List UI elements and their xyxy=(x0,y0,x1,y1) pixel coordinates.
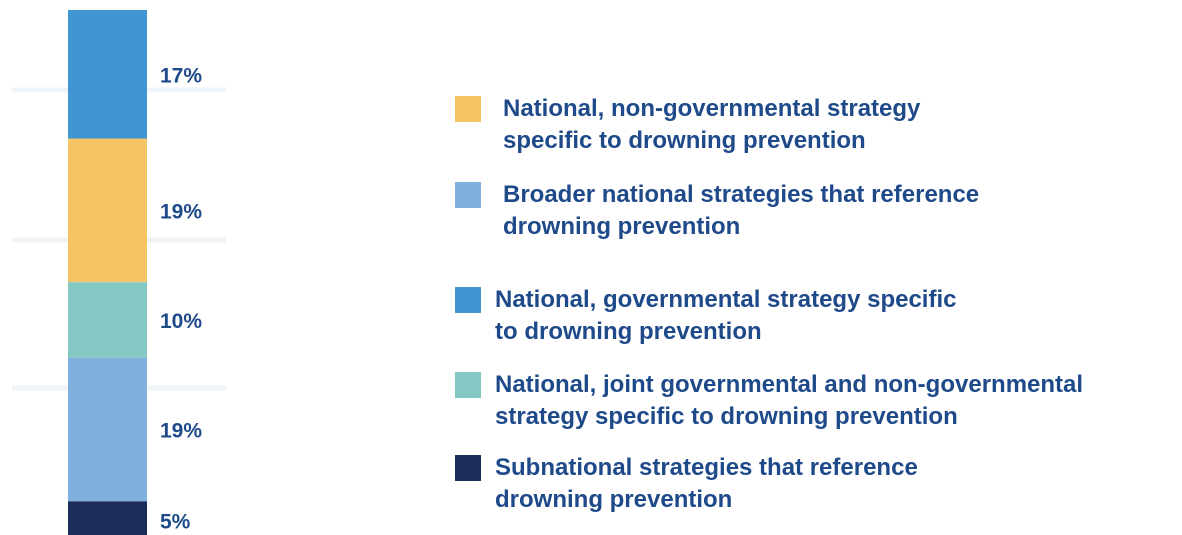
data-label: 19% xyxy=(160,420,202,443)
legend-item: National, governmental strategy specific… xyxy=(455,284,956,348)
data-label: 10% xyxy=(160,310,202,333)
legend-item: Subnational strategies that reference dr… xyxy=(455,452,918,516)
legend-label: National, joint governmental and non-gov… xyxy=(495,371,1084,430)
stacked-bar xyxy=(68,10,147,535)
legend-swatch xyxy=(455,182,481,208)
legend-label: National, governmental strategy specific… xyxy=(495,286,957,345)
legend-label: Broader national strategies that referen… xyxy=(503,181,980,240)
segment-labels: 17% 19% 10% 19% 5% xyxy=(160,64,202,533)
data-label: 5% xyxy=(160,510,191,533)
bar-segment xyxy=(68,501,147,535)
legend-swatch xyxy=(455,96,481,122)
legend-item: Broader national strategies that referen… xyxy=(455,179,979,243)
bar-segment xyxy=(68,282,147,358)
data-label: 17% xyxy=(160,64,202,87)
legend-label: Subnational strategies that reference dr… xyxy=(495,454,918,513)
legend-item: National, non-governmental strategy spec… xyxy=(455,93,920,157)
legend-label: National, non-governmental strategy spec… xyxy=(503,95,921,154)
bar-segment xyxy=(68,357,147,502)
legend-swatch xyxy=(455,287,481,313)
bar-segment xyxy=(68,138,147,283)
legend-swatch xyxy=(455,372,481,398)
legend-swatch xyxy=(455,455,481,481)
data-label: 19% xyxy=(160,200,202,223)
legend-item: National, joint governmental and non-gov… xyxy=(455,369,1083,433)
bar-segment xyxy=(68,10,147,139)
